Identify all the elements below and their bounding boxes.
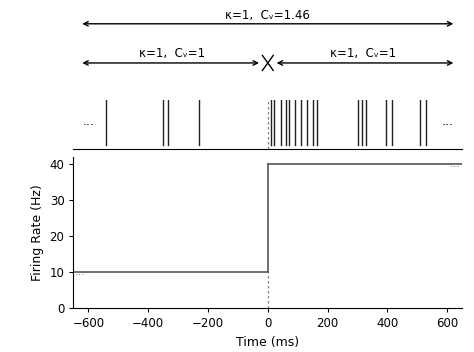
Text: ...: ... <box>75 267 86 277</box>
Text: κ=1,  Cᵥ=1.46: κ=1, Cᵥ=1.46 <box>225 9 310 22</box>
Y-axis label: Firing Rate (Hz): Firing Rate (Hz) <box>31 184 44 281</box>
Text: ...: ... <box>441 115 453 128</box>
Text: ...: ... <box>82 115 94 128</box>
X-axis label: Time (ms): Time (ms) <box>236 335 300 348</box>
Text: ...: ... <box>450 159 461 169</box>
Text: κ=1,  Cᵥ=1: κ=1, Cᵥ=1 <box>139 48 205 61</box>
Text: κ=1,  Cᵥ=1: κ=1, Cᵥ=1 <box>330 48 397 61</box>
